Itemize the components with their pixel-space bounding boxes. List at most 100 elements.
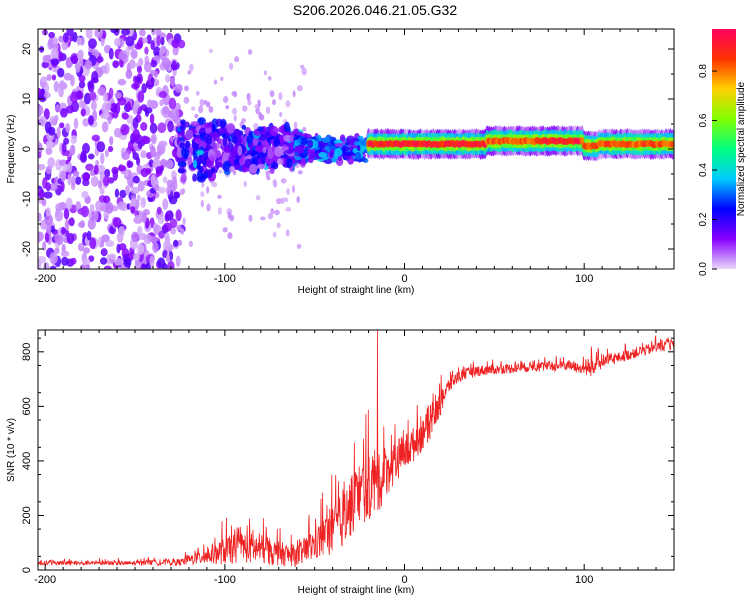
spectrogram-cell [137, 141, 143, 150]
spectrogram-cell [58, 51, 63, 62]
spectrogram-cell [142, 212, 147, 224]
spectrogram-cell [159, 32, 166, 39]
spectrogram-cell [196, 149, 204, 156]
spectrogram-cell [153, 70, 158, 78]
spectrogram-cell [93, 209, 99, 222]
spectrogram-cell [43, 108, 50, 120]
spectrogram-cell [175, 209, 182, 222]
spectrogram-x-tick-label: -100 [214, 273, 236, 285]
spectrogram-cell [158, 140, 168, 147]
spectrogram-cell [45, 207, 51, 217]
spectrogram-cell [142, 37, 148, 44]
spectrogram-cell [360, 139, 368, 147]
spectrogram-cell [334, 148, 343, 157]
spectrogram-cell [160, 36, 165, 46]
colorbar-ticks: 0.0 0.2 0.4 0.6 0.8 [698, 64, 717, 276]
spectrogram-cell [220, 120, 226, 129]
spectrogram-cell [101, 121, 109, 133]
spectrogram-cell [283, 134, 292, 142]
spectrogram-cell [241, 124, 247, 130]
spectrogram-cell [260, 216, 266, 221]
spectrogram-cell [56, 126, 61, 139]
spectrogram-cell [211, 131, 220, 142]
spectrogram-cell [285, 207, 292, 212]
spectrogram-cell [80, 108, 86, 117]
spectrogram-cell [278, 134, 284, 143]
spectrogram-cell [262, 146, 267, 154]
spectrogram-cell [38, 104, 44, 116]
spectrogram-x-tick-label: 0 [401, 273, 407, 285]
spectrogram-cell [297, 170, 303, 175]
spectrogram-cell [317, 148, 322, 154]
spectrogram-cell [222, 227, 228, 233]
spectrogram-cell [125, 185, 131, 196]
spectrogram-cell [178, 39, 186, 49]
spectrogram-cell [242, 105, 248, 112]
spectrogram-cell [165, 185, 172, 195]
spectrogram-cell [199, 127, 205, 133]
spectrogram-cell [117, 78, 127, 86]
colorbar-tick-label: 0.8 [698, 64, 709, 78]
spectrogram-cell [191, 106, 196, 111]
spectrogram-cell [177, 239, 183, 246]
spectrogram-cell [70, 91, 79, 103]
spectrogram-cell [342, 145, 347, 150]
spectrogram-cell [212, 142, 218, 153]
spectrogram-cell [132, 117, 139, 130]
spectrogram-cell [41, 198, 47, 207]
spectrogram-cell [150, 77, 155, 84]
spectrogram-cell [133, 252, 140, 261]
spectrogram-cell [300, 157, 306, 166]
spectrogram-cell [265, 170, 271, 176]
spectrogram-cell [88, 38, 97, 49]
spectrogram-cell [39, 115, 47, 127]
spectrogram-cell [296, 145, 305, 155]
spectrogram-cell [60, 250, 70, 257]
spectrogram-cell [233, 128, 241, 138]
spectrogram-cell [241, 118, 247, 124]
spectrogram-cell [105, 103, 112, 111]
spectrogram-cell [75, 62, 81, 73]
spectrogram-cell [164, 232, 170, 243]
spectrogram-cell [78, 80, 86, 89]
spectrogram-cell [147, 99, 153, 108]
spectrogram-cell [223, 145, 231, 154]
spectrogram-cell [286, 126, 291, 132]
spectrogram-y-tick-label: 20 [21, 43, 33, 55]
spectrogram-cell [167, 120, 174, 133]
spectrogram-cell [579, 137, 585, 145]
spectrogram-cell [329, 151, 334, 159]
spectrogram-cell [255, 145, 265, 153]
spectrogram-cell [57, 67, 65, 78]
spectrogram-cell [194, 113, 199, 119]
spectrogram-cell [255, 195, 261, 201]
spectrogram-cell [155, 166, 164, 174]
spectrogram-cell [81, 190, 89, 199]
spectrogram-cell [173, 239, 179, 247]
spectrogram-cell [94, 29, 103, 38]
colorbar-tick-label: 0.4 [698, 163, 709, 177]
spectrogram-cell [217, 194, 222, 199]
spectrogram-cell [196, 175, 206, 183]
spectrogram-cell [61, 142, 67, 154]
spectrogram-cell [46, 74, 52, 81]
spectrogram-cell [156, 35, 161, 47]
spectrogram-cell [104, 149, 109, 158]
spectrogram-cell [87, 153, 95, 160]
spectrogram-cell [231, 149, 239, 157]
spectrogram-cell [269, 125, 279, 137]
spectrogram-cell [299, 137, 309, 146]
spectrogram-cell [82, 142, 90, 154]
spectrogram-cell [149, 255, 155, 268]
spectrogram-cell [137, 225, 143, 236]
spectrogram-cell [138, 29, 146, 37]
spectrogram-cell [114, 91, 122, 99]
spectrogram-cell [232, 107, 237, 115]
spectrogram-cell [278, 92, 283, 101]
spectrogram-cell [185, 129, 194, 140]
spectrogram-cell [253, 122, 259, 130]
spectrogram-cell [46, 224, 52, 231]
spectrogram-cell [162, 198, 169, 210]
spectrogram-cell [82, 118, 90, 127]
